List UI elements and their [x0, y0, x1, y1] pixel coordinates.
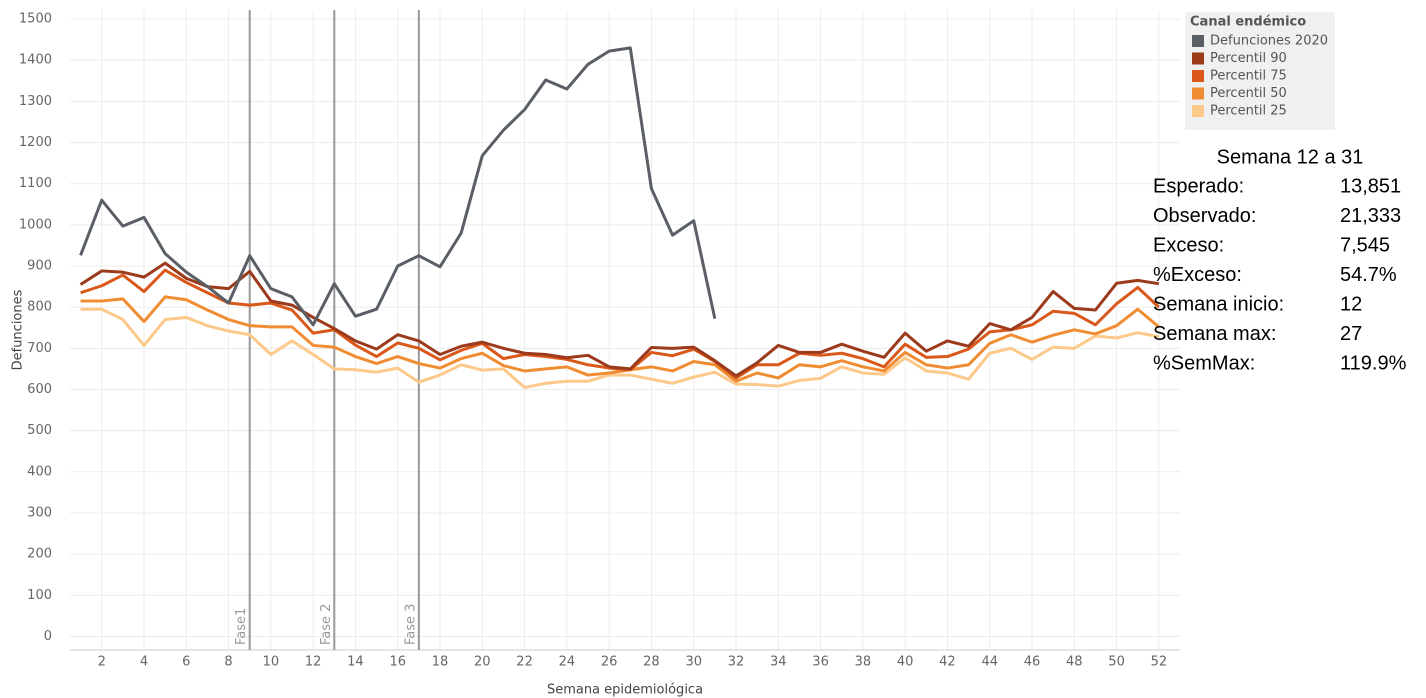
- stat-value: 119.9%: [1340, 352, 1407, 374]
- stat-value: 54.7%: [1340, 264, 1397, 286]
- y-axis-title: Defunciones: [11, 289, 26, 370]
- legend-swatch: [1192, 35, 1204, 47]
- x-tick-label: 18: [432, 655, 449, 670]
- y-tick-label: 0: [44, 629, 52, 644]
- phase-label: Fase1: [234, 608, 249, 645]
- phase-label: Fase 2: [319, 604, 334, 645]
- stat-label: Semana max:: [1153, 323, 1276, 345]
- y-tick-label: 1500: [19, 12, 52, 27]
- x-tick-label: 44: [981, 655, 998, 670]
- legend-label: Percentil 50: [1210, 86, 1287, 101]
- x-tick-label: 50: [1108, 655, 1125, 670]
- legend-swatch: [1192, 70, 1204, 82]
- x-tick-label: 2: [98, 655, 106, 670]
- stat-value: 7,545: [1340, 234, 1390, 256]
- y-tick-label: 200: [27, 547, 52, 562]
- stat-value: 21,333: [1340, 205, 1401, 227]
- y-tick-label: 800: [27, 300, 52, 315]
- legend-label: Percentil 90: [1210, 51, 1287, 66]
- x-tick-label: 28: [643, 655, 660, 670]
- x-tick-label: 20: [474, 655, 491, 670]
- legend-label: Defunciones 2020: [1210, 34, 1328, 49]
- x-tick-label: 26: [601, 655, 618, 670]
- x-tick-label: 40: [897, 655, 914, 670]
- x-tick-label: 48: [1066, 655, 1083, 670]
- phase-label: Fase 3: [403, 604, 418, 645]
- stat-label: Observado:: [1153, 205, 1256, 227]
- y-tick-label: 500: [27, 423, 52, 438]
- x-tick-label: 42: [939, 655, 956, 670]
- stat-label: Esperado:: [1153, 175, 1244, 197]
- y-tick-label: 1300: [19, 94, 52, 109]
- x-tick-label: 8: [224, 655, 232, 670]
- stat-value: 12: [1340, 293, 1362, 315]
- series-line: [80, 295, 1160, 383]
- legend-swatch: [1192, 87, 1204, 100]
- x-tick-label: 38: [855, 655, 872, 670]
- y-tick-label: 400: [27, 464, 52, 479]
- stat-value: 27: [1340, 323, 1362, 345]
- stat-value: 13,851: [1340, 175, 1401, 197]
- legend-box: [1185, 12, 1335, 130]
- x-tick-label: 52: [1151, 655, 1168, 670]
- stats-title: Semana 12 a 31: [1217, 146, 1364, 168]
- legend-title: Canal endémico: [1190, 15, 1306, 30]
- x-tick-label: 34: [770, 655, 787, 670]
- legend-label: Percentil 75: [1210, 69, 1287, 84]
- x-axis-title: Semana epidemiológica: [547, 683, 703, 698]
- x-tick-label: 22: [516, 655, 533, 670]
- x-tick-label: 12: [305, 655, 322, 670]
- y-tick-label: 1200: [19, 135, 52, 150]
- x-tick-label: 32: [728, 655, 745, 670]
- y-tick-label: 1100: [19, 176, 52, 191]
- y-tick-label: 900: [27, 259, 52, 274]
- stat-label: Semana inicio:: [1153, 293, 1284, 315]
- series-line: [79, 46, 717, 327]
- x-tick-label: 4: [140, 655, 148, 670]
- y-tick-label: 700: [27, 341, 52, 356]
- legend-label: Percentil 25: [1210, 104, 1287, 119]
- stat-label: %SemMax:: [1153, 352, 1255, 374]
- series-line: [79, 261, 1160, 378]
- legend-swatch: [1192, 52, 1204, 65]
- y-tick-label: 1400: [19, 53, 52, 68]
- x-tick-label: 16: [389, 655, 406, 670]
- x-tick-label: 14: [347, 655, 364, 670]
- y-tick-label: 100: [27, 588, 52, 603]
- x-tick-label: 30: [685, 655, 702, 670]
- x-tick-label: 24: [559, 655, 576, 670]
- y-tick-label: 1000: [19, 217, 52, 232]
- x-tick-label: 36: [812, 655, 829, 670]
- y-tick-label: 600: [27, 382, 52, 397]
- legend-swatch: [1192, 105, 1204, 117]
- stat-label: Exceso:: [1153, 234, 1224, 256]
- x-tick-label: 46: [1024, 655, 1041, 670]
- x-tick-label: 6: [182, 655, 190, 670]
- series-line: [80, 307, 1160, 389]
- x-tick-label: 10: [263, 655, 280, 670]
- stat-label: %Exceso:: [1153, 264, 1242, 286]
- y-tick-label: 300: [27, 505, 52, 520]
